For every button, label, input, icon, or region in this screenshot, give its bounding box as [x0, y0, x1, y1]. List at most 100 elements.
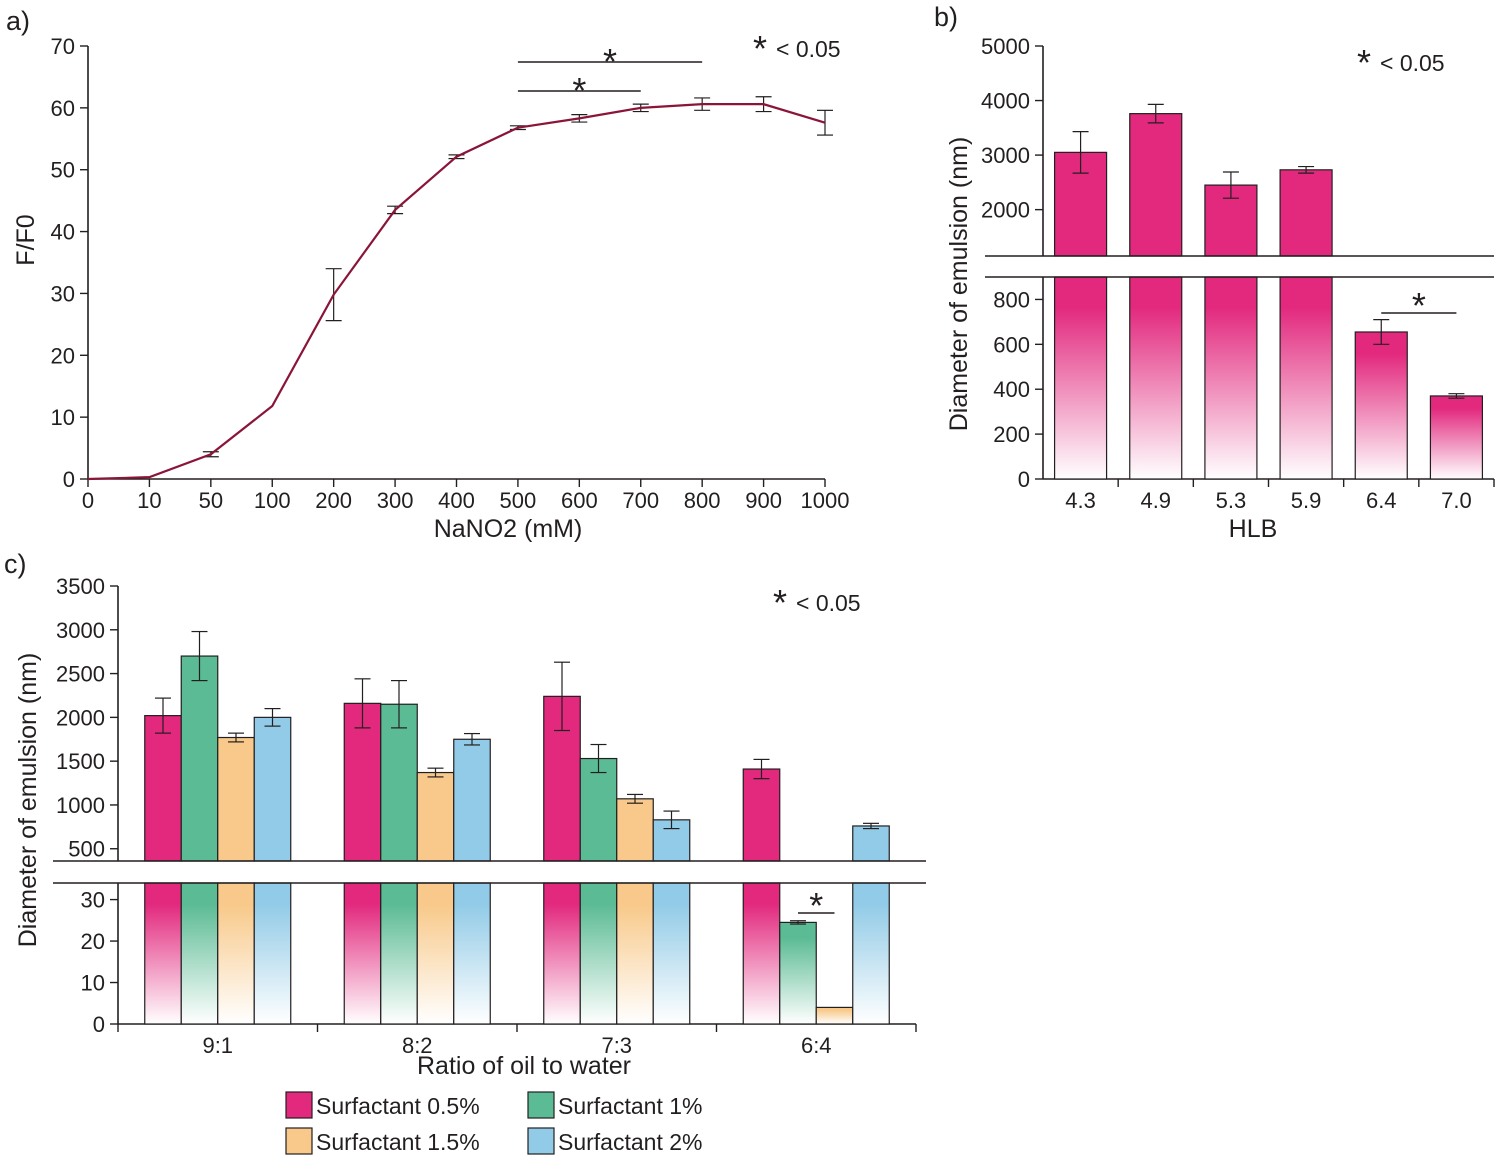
a-x-tick-label: 500: [500, 488, 537, 513]
c-y-tick-label: 2000: [56, 705, 105, 730]
b-y-tick-label: 200: [993, 422, 1030, 447]
panel-a-x-label: NaNO2 (mM): [434, 515, 583, 543]
b-bar-lower: [1204, 276, 1258, 480]
c-bar-lower: [217, 882, 255, 1025]
c-bar-upper: [579, 757, 618, 862]
c-x-tick-label: 8:2: [402, 1033, 433, 1058]
c-bar-upper: [144, 715, 182, 862]
c-y-tick-label: 500: [68, 837, 105, 862]
panel-a-label: a): [6, 6, 30, 36]
panel-b-x-label: HLB: [1229, 515, 1278, 543]
c-y-tick-label: 1000: [56, 793, 105, 818]
c-bar-lower: [343, 882, 382, 1025]
b-y-tick-label: 600: [993, 332, 1030, 357]
a-x-tick-label: 100: [254, 488, 291, 513]
a-y-tick-label: 40: [51, 220, 75, 245]
c-bar-upper: [380, 703, 418, 862]
c-bar-lower: [180, 882, 219, 1025]
panel-a-y-label: F/F0: [12, 214, 40, 265]
panel-c-significance-text: < 0.05: [796, 590, 861, 616]
b-bar-lower: [1279, 276, 1333, 480]
a-significance-bracket-2-star: *: [603, 41, 617, 82]
c-bar-upper: [453, 738, 491, 862]
b-y-tick-label: 0: [1018, 467, 1030, 492]
b-y-tick-label: 5000: [981, 34, 1030, 59]
panel-b-significance-text: < 0.05: [1380, 50, 1445, 76]
panel-a-line-chart: a) 0 10 20 30 40 50 60 70 0 10 50 100 200 300 400 500 6…: [6, 6, 849, 543]
a-y-tick-label: 30: [51, 281, 75, 306]
a-x-tick-label: 200: [315, 488, 352, 513]
panel-c-y-label: Diameter of emulsion (nm): [14, 653, 42, 948]
b-x-tick-label: 4.3: [1065, 488, 1096, 513]
a-x-tick-label: 0: [82, 488, 94, 513]
b-y-tick-label: 800: [993, 287, 1030, 312]
c-y-tick-label: 10: [81, 971, 105, 996]
c-bar-upper: [180, 655, 219, 862]
c-y-tick-label: 20: [81, 929, 105, 954]
a-x-tick-label: 50: [199, 488, 223, 513]
a-x-tick-label: 800: [684, 488, 721, 513]
c-bar-lower: [652, 882, 691, 1025]
b-significance-bracket-star: *: [1412, 285, 1426, 326]
c-bar-upper: [742, 768, 781, 862]
legend-label-surfactant-0-5: Surfactant 0.5%: [316, 1093, 480, 1119]
c-bar-lower: [852, 882, 890, 1025]
c-x-tick-label: 9:1: [202, 1033, 233, 1058]
legend-swatch-surfactant-0-5: [285, 1091, 313, 1119]
a-x-tick-label: 300: [377, 488, 414, 513]
a-x-tick-label: 400: [438, 488, 475, 513]
b-bar-upper: [1129, 113, 1183, 257]
a-y-tick-label: 60: [51, 96, 75, 121]
a-x-tick-label: 1000: [801, 488, 850, 513]
a-y-tick-label: 50: [51, 158, 75, 183]
b-y-tick-label: 2000: [981, 198, 1030, 223]
c-y-tick-label: 0: [93, 1012, 105, 1037]
legend: Surfactant 0.5% Surfactant 1% Surfactant…: [285, 1091, 702, 1155]
c-significance-bracket-star: *: [809, 885, 823, 926]
panel-c-label: c): [4, 549, 27, 579]
legend-label-surfactant-1: Surfactant 1%: [558, 1093, 702, 1119]
a-x-tick-label: 10: [137, 488, 161, 513]
a-y-tick-label: 70: [51, 34, 75, 59]
legend-swatch-surfactant-2: [527, 1127, 555, 1155]
panel-b-bar-chart: b) 0 200 400 600 800 2000 3000 4000 5000 4.3 4.9 5…: [934, 2, 1495, 543]
c-bar-lower: [579, 882, 618, 1025]
b-bar-upper: [1279, 169, 1333, 257]
c-x-tick-label: 6:4: [801, 1033, 832, 1058]
c-bar-lower: [616, 882, 654, 1025]
c-bar-lower: [144, 882, 182, 1025]
c-bar-lower: [380, 882, 418, 1025]
c-bar-lower: [416, 882, 455, 1025]
c-bar-upper: [416, 771, 455, 862]
panel-b-label: b): [934, 2, 958, 32]
a-y-tick-label: 20: [51, 343, 75, 368]
b-y-tick-label: 4000: [981, 89, 1030, 114]
panel-c-significance-star: *: [773, 582, 787, 623]
a-x-tick-label: 900: [745, 488, 782, 513]
b-bar-lower: [1129, 276, 1183, 480]
c-bar-lower: [543, 882, 581, 1025]
panel-a-series-line: [87, 103, 826, 481]
c-bar-upper: [616, 798, 654, 862]
c-y-tick-label: 3500: [56, 574, 105, 599]
b-x-tick-label: 6.4: [1366, 488, 1397, 513]
c-bar-upper: [852, 825, 890, 862]
panel-c-x-label: Ratio of oil to water: [417, 1052, 631, 1080]
panel-a-significance-text: < 0.05: [776, 36, 841, 62]
c-x-tick-label: 7:3: [601, 1033, 632, 1058]
c-bar: [779, 921, 817, 1025]
a-x-tick-label: 700: [622, 488, 659, 513]
b-x-tick-label: 4.9: [1140, 488, 1171, 513]
panel-a-significance-star: *: [753, 28, 767, 69]
b-bar: [1354, 331, 1408, 480]
a-y-tick-label: 10: [51, 405, 75, 430]
legend-swatch-surfactant-1-5: [285, 1127, 313, 1155]
panel-b-significance-star: *: [1357, 42, 1371, 83]
b-bar-lower: [1053, 276, 1108, 480]
c-bar-lower: [253, 882, 292, 1025]
b-x-tick-label: 5.9: [1291, 488, 1322, 513]
c-bar-lower: [742, 882, 781, 1025]
legend-label-surfactant-2: Surfactant 2%: [558, 1129, 702, 1155]
b-x-tick-label: 5.3: [1216, 488, 1247, 513]
